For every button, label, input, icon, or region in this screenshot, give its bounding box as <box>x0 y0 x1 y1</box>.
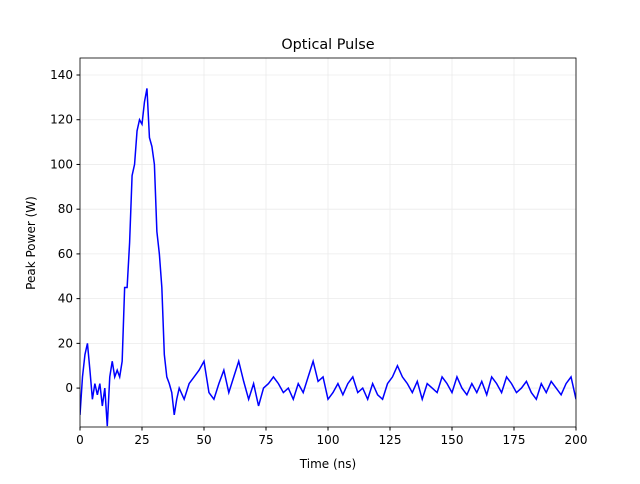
y-axis-label: Peak Power (W) <box>24 196 38 290</box>
x-tick-label: 0 <box>76 433 84 447</box>
y-tick-label: 40 <box>58 292 73 306</box>
x-tick-label: 25 <box>134 433 149 447</box>
y-tick-label: 0 <box>65 381 73 395</box>
y-tick-label: 100 <box>50 157 73 171</box>
x-tick-label: 100 <box>317 433 340 447</box>
y-tick-label: 20 <box>58 336 73 350</box>
x-tick-label: 75 <box>258 433 273 447</box>
y-tick-label: 80 <box>58 202 73 216</box>
x-tick-label: 200 <box>565 433 588 447</box>
y-tick-label: 120 <box>50 113 73 127</box>
x-axis-label: Time (ns) <box>299 457 356 471</box>
y-tick-label: 60 <box>58 247 73 261</box>
data-line <box>80 88 576 427</box>
x-tick-label: 150 <box>441 433 464 447</box>
x-tick-label: 175 <box>503 433 526 447</box>
y-tick-label: 140 <box>50 68 73 82</box>
x-tick-label: 50 <box>196 433 211 447</box>
plot-frame <box>79 57 577 428</box>
x-tick-label: 125 <box>379 433 402 447</box>
chart-title: Optical Pulse <box>281 37 374 53</box>
